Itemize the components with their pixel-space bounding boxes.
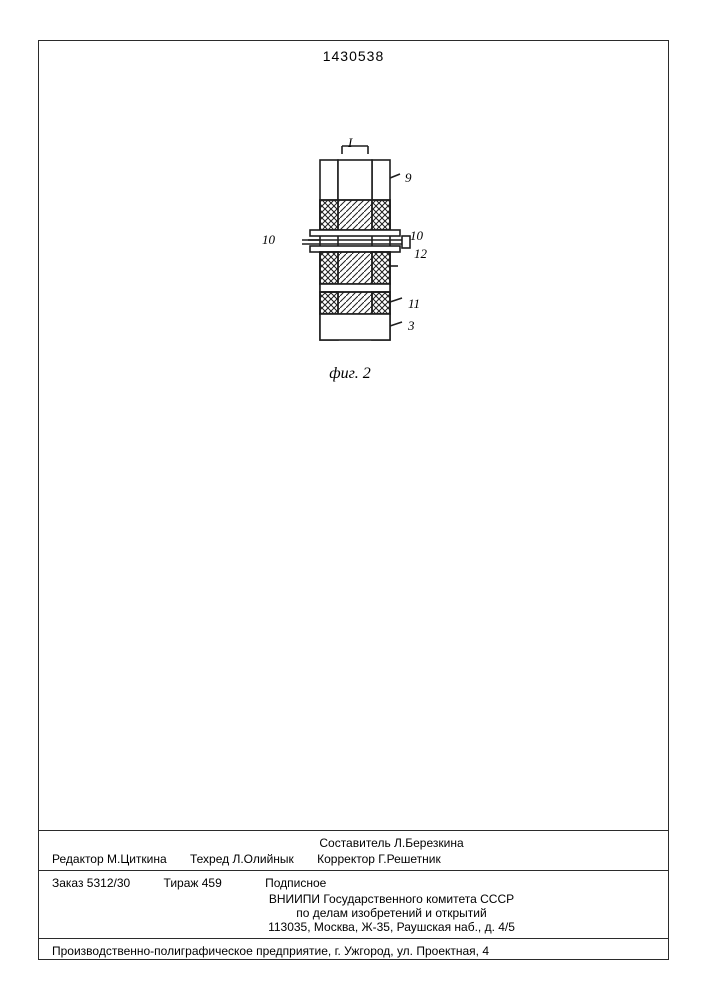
print-line: Производственно-полиграфическое предприя… xyxy=(38,944,683,958)
document-number: 1430538 xyxy=(0,48,707,64)
order-line: Заказ 5312/30 Тираж 459 Подписное xyxy=(38,876,683,890)
figure-caption: фиг. 2 xyxy=(300,365,400,383)
label-section-I: I xyxy=(348,135,352,151)
addr-line: 113035, Москва, Ж-35, Раушская наб., д. … xyxy=(38,920,707,934)
label-11: 11 xyxy=(408,296,420,312)
rule-3 xyxy=(38,938,669,939)
org-line-1: ВНИИПИ Государственного комитета СССР xyxy=(38,892,707,906)
label-9: 9 xyxy=(405,170,412,186)
compiler-line: Составитель Л.Березкина xyxy=(38,836,707,850)
label-10-left: 10 xyxy=(262,232,275,248)
org-line-2: по делам изобретений и открытий xyxy=(38,906,707,920)
rule-2 xyxy=(38,870,669,871)
rule-1 xyxy=(38,830,669,831)
label-3: 3 xyxy=(408,318,415,334)
label-10-right: 10 xyxy=(410,228,423,244)
label-12: 12 xyxy=(414,246,427,262)
editor-line: Редактор М.Циткина Техред Л.Олийнык Корр… xyxy=(38,852,683,866)
